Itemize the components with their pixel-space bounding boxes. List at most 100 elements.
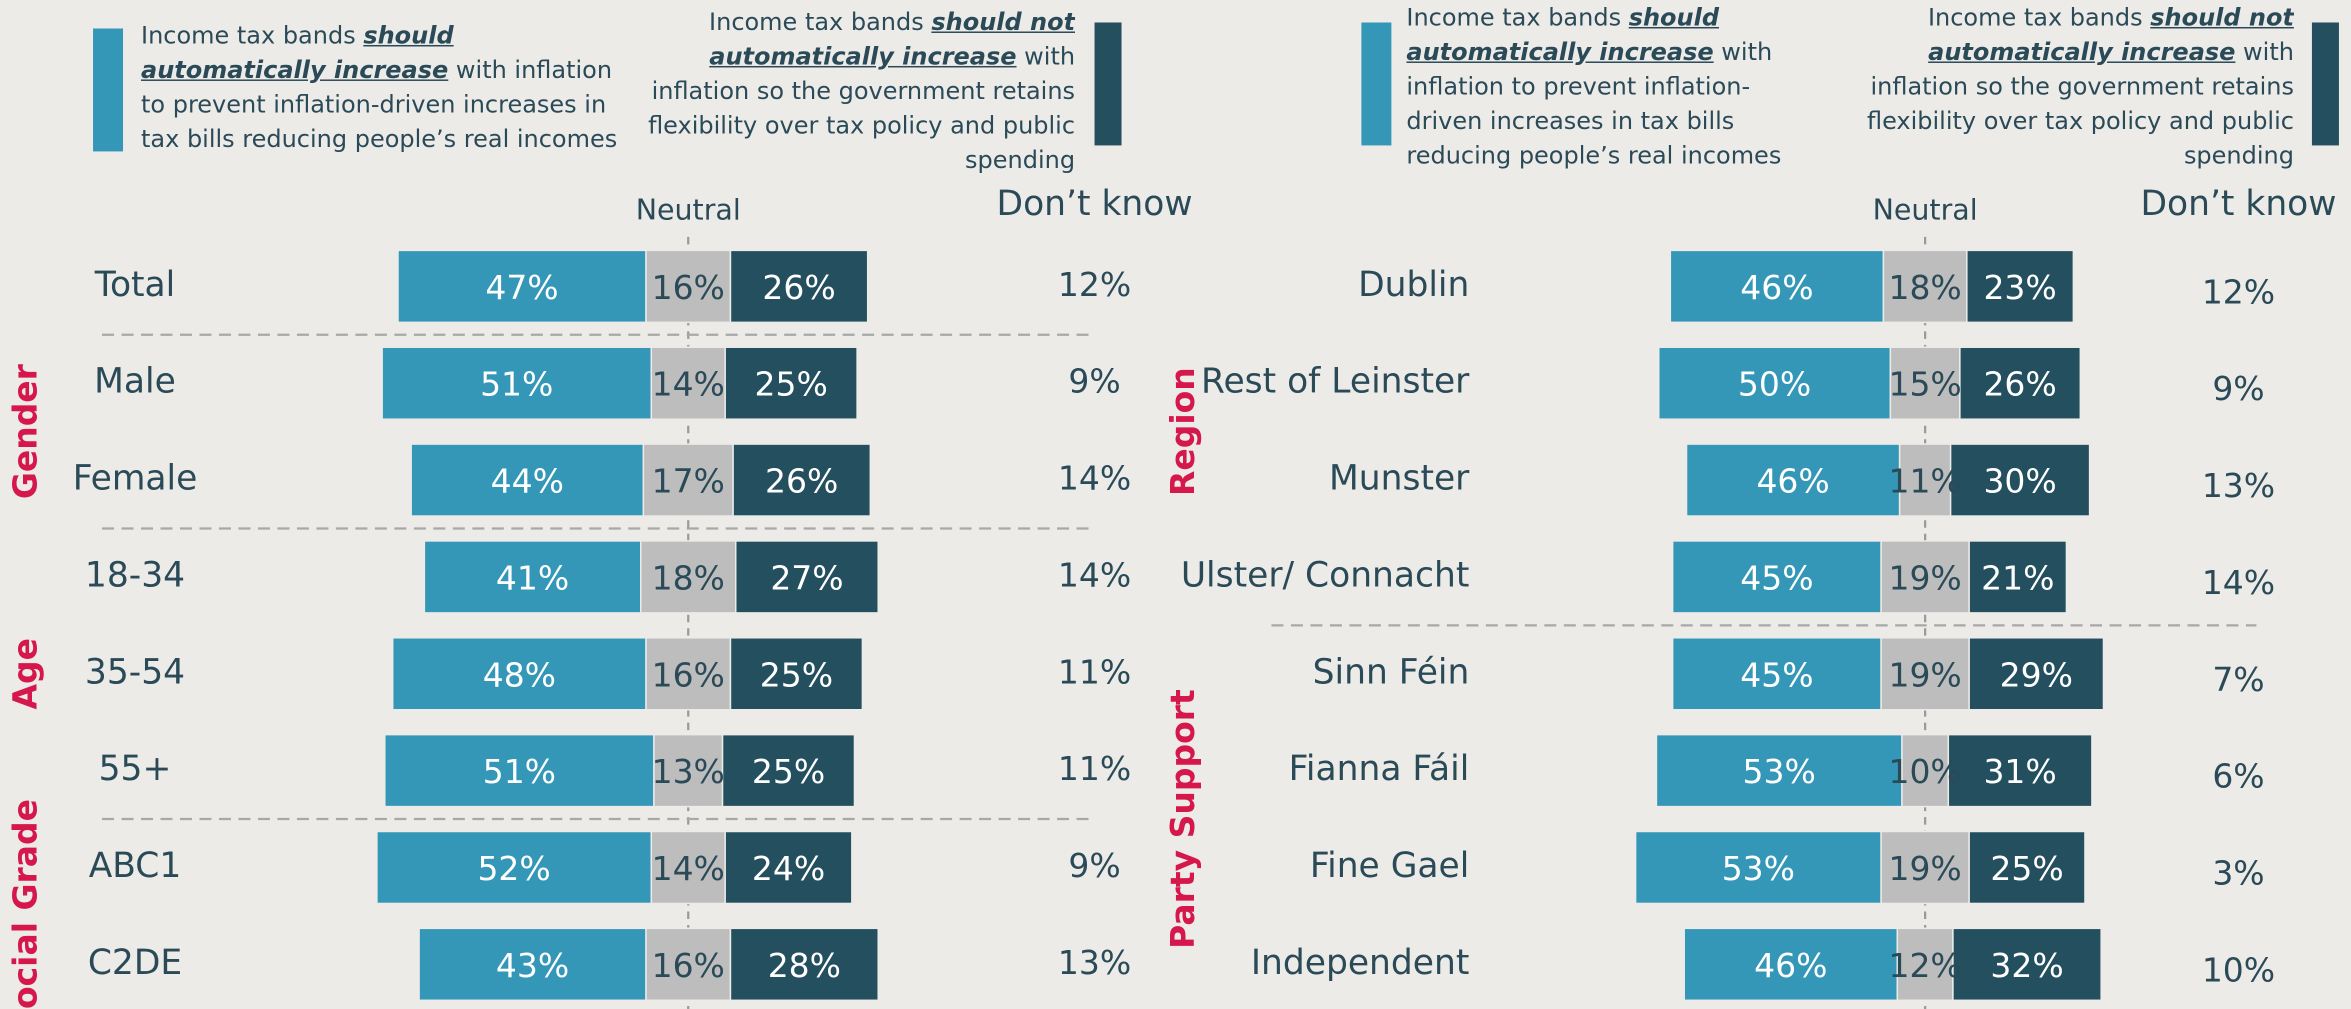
dont-know-header: Don’t know [997, 184, 1193, 224]
dont-know-value: 11% [1058, 749, 1131, 788]
bar-disagree [732, 443, 872, 517]
bar-agree [381, 346, 653, 420]
value-label: 47% [485, 268, 558, 307]
value-label: 26% [765, 462, 838, 501]
dont-know-value: 3% [2212, 853, 2264, 892]
bar-disagree [729, 927, 879, 1002]
value-label: 24% [752, 849, 825, 888]
category-label: Independent [1251, 943, 1469, 983]
value-label: 11% [1888, 462, 1961, 501]
value-label: 46% [1754, 946, 1827, 985]
value-label: 44% [491, 462, 564, 501]
value-label: 25% [1990, 849, 2063, 888]
category-label: 55+ [99, 749, 172, 789]
bar-agree [1634, 830, 1882, 905]
dont-know-value: 9% [1068, 846, 1120, 885]
group-label: Party Support [1163, 689, 1202, 949]
value-label: 46% [1740, 268, 1813, 307]
legend-part: with inflation so the government retains… [648, 41, 1076, 174]
value-label: 19% [1888, 558, 1961, 597]
category-label: Dublin [1358, 265, 1469, 305]
value-label: 25% [760, 655, 833, 694]
value-label: 26% [762, 268, 835, 307]
category-label: Fianna Fáil [1289, 749, 1470, 789]
bar-disagree [724, 346, 858, 420]
legend-part: Income tax bands [1406, 2, 1629, 32]
dont-know-header: Don’t know [2140, 184, 2336, 224]
bar-agree [418, 927, 647, 1002]
value-label: 27% [770, 558, 843, 597]
value-label: 32% [1990, 946, 2063, 985]
bar-agree [1671, 637, 1882, 711]
bar-neutral [1880, 830, 1970, 905]
legend-part: should not automatically increase [1928, 2, 2294, 66]
value-label: 19% [1888, 849, 1961, 888]
neutral-header: Neutral [636, 193, 741, 226]
dont-know-value: 9% [2212, 369, 2264, 408]
group-label: Age [6, 638, 45, 709]
category-label: Munster [1329, 459, 1470, 499]
bar-neutral [645, 637, 732, 711]
value-label: 10% [1888, 752, 1961, 791]
bar-agree [384, 733, 655, 808]
category-label: Ulster/ Connacht [1181, 555, 1470, 595]
value-label: 28% [768, 946, 841, 985]
bar-agree [397, 249, 647, 324]
legend-swatch [2311, 22, 2339, 146]
value-label: 17% [652, 462, 725, 501]
bar-disagree [724, 830, 853, 905]
bar-neutral [639, 540, 737, 614]
dont-know-value: 14% [1058, 459, 1131, 498]
dont-know-value: 7% [2212, 660, 2264, 699]
bar-neutral [1882, 249, 1968, 324]
value-label: 43% [496, 946, 569, 985]
bar-disagree [734, 540, 879, 614]
legend-label: Income tax bands should not automaticall… [630, 4, 1075, 176]
category-label: Total [94, 265, 176, 305]
value-label: 19% [1888, 655, 1961, 694]
bar-neutral [650, 346, 726, 420]
value-label: 53% [1743, 752, 1816, 791]
legend-swatch [1094, 22, 1122, 146]
category-label: 35-54 [85, 652, 185, 692]
bar-neutral [645, 927, 732, 1002]
value-label: 29% [2000, 655, 2073, 694]
value-label: 18% [1888, 268, 1961, 307]
bar-agree [1671, 540, 1882, 614]
bar-disagree [1968, 540, 2068, 614]
legend-part: with inflation to prevent inflation-driv… [1406, 37, 1782, 170]
dont-know-value: 12% [2202, 272, 2275, 311]
value-label: 14% [652, 365, 725, 404]
legend-swatch [1361, 22, 1392, 146]
bar-neutral [1896, 927, 1954, 1002]
bar-disagree [721, 733, 856, 808]
value-label: 16% [652, 946, 725, 985]
bar-agree [1685, 443, 1901, 517]
value-label: 46% [1756, 462, 1829, 501]
category-label: Male [94, 362, 176, 402]
legend-part: with inflation so the government retains… [1866, 37, 2294, 170]
neutral-header: Neutral [1873, 193, 1978, 226]
value-label: 23% [1983, 268, 2056, 307]
group-label: Region [1163, 367, 1202, 496]
category-label: 18-34 [85, 555, 185, 595]
legend-text: Income tax bands should not automaticall… [1866, 2, 2294, 170]
value-label: 41% [496, 558, 569, 597]
bar-disagree [729, 637, 864, 711]
bar-neutral [645, 249, 732, 324]
bar-disagree [1949, 443, 2091, 517]
category-label: Sinn Féin [1313, 652, 1470, 692]
category-label: Female [73, 459, 198, 499]
bar-agree [1655, 733, 1903, 808]
value-label: 30% [1983, 462, 2056, 501]
legend-text: Income tax bands should automatically in… [141, 20, 617, 153]
bar-agree [376, 830, 653, 905]
dont-know-value: 6% [2212, 757, 2264, 796]
dont-know-value: 11% [1058, 652, 1131, 691]
legend-part: should automatically increase [1406, 2, 1720, 66]
legend-part: should automatically increase [141, 20, 454, 84]
value-label: 15% [1888, 365, 1961, 404]
legend-text: Income tax bands should automatically in… [1406, 2, 1782, 170]
